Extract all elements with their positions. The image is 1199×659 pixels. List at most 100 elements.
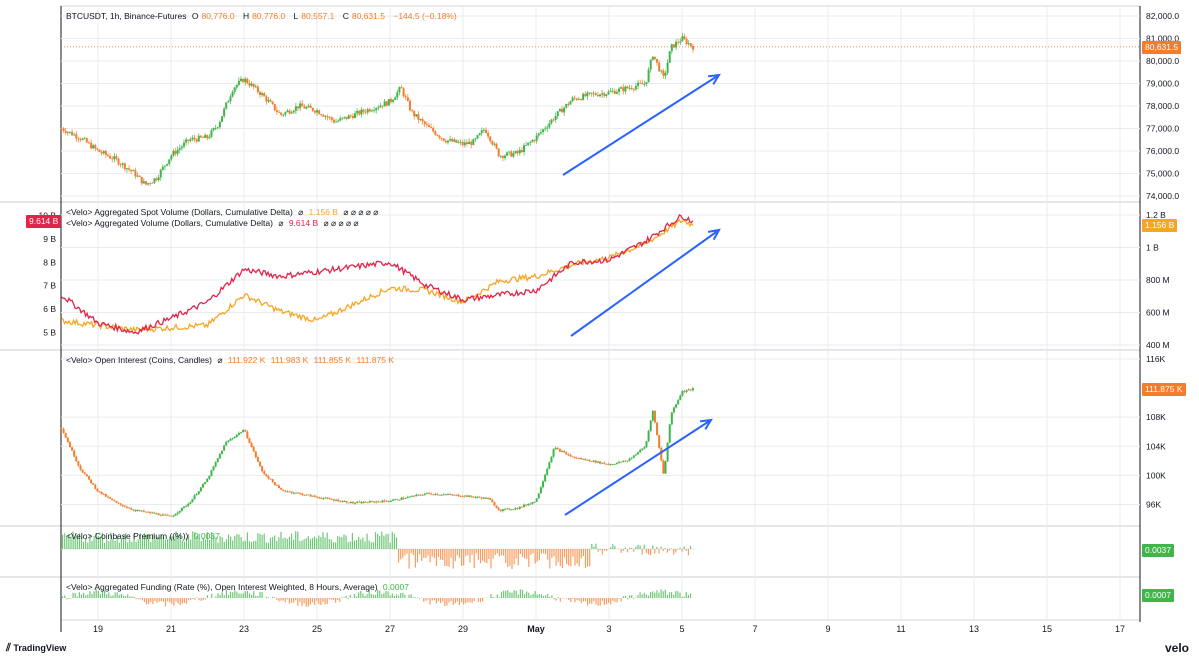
oi-candle-body (218, 454, 221, 459)
premium-bar (633, 549, 635, 552)
oi-candle-body (73, 450, 76, 457)
settings-icon[interactable]: ⌀ (298, 207, 304, 217)
oi-candle-body (569, 454, 572, 457)
oi-trend-arrow-shaft (564, 419, 712, 516)
premium-bar (181, 540, 183, 549)
price-candle-body (87, 142, 90, 144)
agg-volume-label[interactable]: <Velo> Aggregated Volume (Dollars, Cumul… (66, 218, 273, 228)
premium-bar (328, 539, 330, 549)
oi-candle-body (656, 422, 659, 436)
premium-bar (402, 549, 404, 558)
funding-bar (681, 596, 683, 598)
oi-candle-body (516, 508, 519, 509)
premium-label[interactable]: <Velo> Coinbase Premium ((%)) (66, 531, 189, 541)
spot-volume-label[interactable]: <Velo> Aggregated Spot Volume (Dollars, … (66, 207, 293, 217)
price-candle-body (313, 110, 316, 113)
oi-candle-body (208, 476, 211, 479)
price-candle-body (256, 86, 259, 92)
oi-label[interactable]: <Velo> Open Interest (Coins, Candles) (66, 355, 212, 365)
price-candle-body (263, 93, 266, 97)
oi-candle-body (497, 507, 500, 510)
oi-candle-body (362, 501, 365, 504)
price-candle-body (398, 87, 401, 93)
oi-candle-body (199, 487, 202, 492)
price-candle-body (92, 145, 95, 149)
funding-bar (631, 595, 633, 598)
price-candle-body (645, 82, 648, 85)
funding-bar (196, 597, 198, 598)
price-candle-body (408, 100, 411, 111)
indicator-icons[interactable]: ⌀ ⌀ ⌀ ⌀ ⌀ (343, 207, 379, 217)
funding-bar (135, 598, 137, 600)
price-candle-body (250, 83, 253, 86)
premium-bar (515, 549, 517, 559)
oi-tag: 111.875 K (1142, 383, 1186, 396)
oi-candle-body (206, 478, 209, 483)
funding-bar (618, 598, 620, 599)
premium-bar (505, 549, 507, 563)
price-candle-body (596, 95, 599, 97)
price-candle-body (109, 156, 112, 159)
price-candle-body (590, 92, 593, 94)
price-symbol[interactable]: BTCUSDT, 1h, Binance-Futures (66, 11, 187, 21)
premium-bar (446, 549, 448, 567)
funding-bar (448, 598, 450, 603)
price-candle-body (649, 59, 652, 70)
premium-bar (635, 546, 637, 549)
oi-candle-body (571, 456, 574, 458)
price-candle-body (632, 89, 635, 90)
price-candle-body (381, 105, 384, 107)
oi-y-tick: 116K (1146, 354, 1166, 364)
indicator-icons[interactable]: ⌀ ⌀ ⌀ ⌀ ⌀ (323, 218, 359, 228)
funding-bar (301, 598, 303, 607)
oi-candle-body (408, 496, 411, 498)
premium-bar (221, 537, 223, 549)
oi-candle-body (77, 461, 80, 466)
oi-candle-body (421, 494, 424, 496)
oi-candle-body (267, 476, 270, 479)
x-tick-label: 13 (969, 624, 979, 634)
velo-logo[interactable]: velo (1165, 641, 1189, 655)
oi-candle-body (83, 472, 86, 475)
settings-icon[interactable]: ⌀ (217, 355, 223, 365)
price-candle-body (385, 101, 388, 106)
settings-icon[interactable]: ⌀ (278, 218, 284, 228)
funding-bar (307, 598, 309, 607)
price-candle-body (144, 181, 147, 185)
oi-candle-body (632, 455, 635, 458)
premium-bar (542, 549, 545, 554)
price-candle-body (389, 99, 392, 102)
premium-bar (687, 549, 689, 556)
price-candle-body (476, 135, 479, 139)
oi-candle-body (419, 494, 422, 496)
oi-candle-body (75, 456, 78, 462)
premium-bar (507, 549, 509, 568)
funding-bar (248, 593, 251, 598)
price-candle-body (495, 143, 498, 149)
funding-label[interactable]: <Velo> Aggregated Funding (Rate (%), Ope… (66, 582, 378, 592)
premium-bar (185, 537, 188, 549)
price-candle-body (615, 91, 618, 94)
oi-candle-body (611, 464, 614, 465)
oi-candle-body (261, 466, 264, 472)
premium-bar (99, 536, 101, 549)
funding-bar (683, 596, 685, 598)
funding-bar (412, 597, 414, 598)
oi-candle-body (136, 510, 139, 511)
price-candle-body (273, 104, 276, 111)
funding-bar (639, 592, 641, 598)
oi-candle-body (163, 514, 166, 516)
price-candle-body (404, 96, 407, 98)
premium-bar (265, 542, 267, 549)
premium-bar (297, 531, 299, 549)
oi-candle-body (282, 489, 285, 491)
oi-candle-body (85, 474, 88, 477)
x-tick-label: 19 (93, 624, 103, 634)
tradingview-logo[interactable]: ⫽ TradingView (6, 642, 66, 655)
oi-candle-body (201, 484, 204, 488)
funding-bar (658, 592, 660, 598)
price-candle-body (516, 151, 519, 154)
premium-bar (629, 547, 631, 549)
premium-bar (582, 549, 584, 557)
volume-left-tick: 5 B (43, 327, 56, 337)
